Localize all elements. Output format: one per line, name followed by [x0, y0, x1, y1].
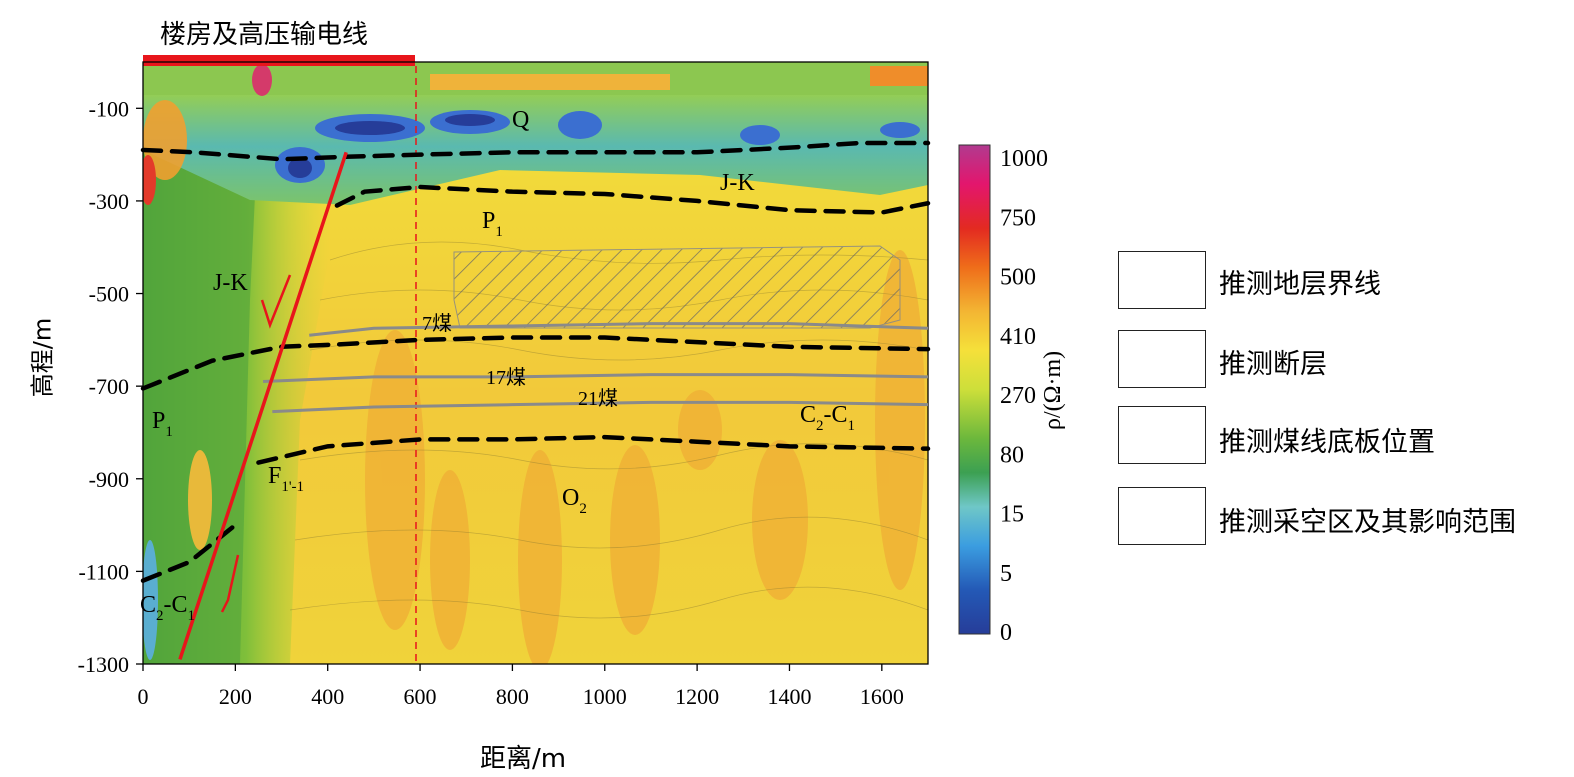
strata-boundary-3 — [256, 434, 931, 465]
colorbar-label: 270 — [1000, 383, 1036, 409]
legend-box-coal — [1118, 406, 1206, 464]
colorbar-label: 5 — [1000, 561, 1012, 587]
label-coal-21: 21煤 — [578, 387, 618, 410]
colorbar-labels: 1000 750 500 410 270 80 15 5 0 — [1000, 146, 1048, 646]
y-axis-label: 高程/m — [28, 317, 57, 398]
x-tick-label: 200 — [219, 684, 252, 709]
building-powerline-bar — [143, 55, 415, 66]
fault-arrow-top — [260, 274, 292, 329]
legend-label-boundary: 推测地层界线 — [1219, 269, 1381, 300]
coal-seam-0 — [309, 322, 929, 337]
x-tick-label: 600 — [404, 684, 437, 709]
strata-boundary-1 — [334, 184, 931, 215]
y-tick-label: -100 — [89, 96, 129, 121]
x-tick-label: 0 — [138, 684, 149, 709]
colorbar-label: 1000 — [1000, 146, 1048, 172]
coal-seam-lines — [262, 322, 929, 414]
x-tick-label: 800 — [496, 684, 529, 709]
fault-line — [178, 151, 348, 660]
legend-label-fault: 推测断层 — [1219, 349, 1327, 380]
legend-label-coal: 推测煤线底板位置 — [1219, 427, 1435, 458]
plot-frame — [142, 61, 929, 665]
fault-arrow-bottom — [220, 554, 240, 613]
x-tick-label: 1000 — [583, 684, 627, 709]
top-label: 楼房及高压输电线 — [160, 20, 369, 50]
y-axis: -100 -300 -500 -700 -900 -1100 -1300 — [78, 96, 143, 677]
coal-seam-1 — [262, 373, 929, 384]
y-tick-label: -500 — [89, 282, 129, 307]
y-tick-label: -700 — [89, 374, 129, 399]
x-tick-label: 1200 — [675, 684, 719, 709]
y-tick-label: -900 — [89, 467, 129, 492]
label-coal-17: 17煤 — [486, 366, 526, 389]
legend-label-goaf: 推测采空区及其影响范围 — [1219, 507, 1516, 538]
strata-boundary-0 — [140, 140, 931, 162]
fault — [178, 151, 348, 660]
label-q: Q — [512, 107, 529, 133]
legend-box-boundary — [1118, 251, 1206, 309]
y-tick-label: -300 — [89, 189, 129, 214]
x-axis: 0 200 400 600 800 1000 1200 1400 1600 — [138, 664, 904, 709]
colorbar-label: 410 — [1000, 324, 1036, 350]
goaf-zone — [453, 245, 901, 329]
colorbar-label: 500 — [1000, 265, 1036, 291]
colorbar-label: 80 — [1000, 442, 1024, 468]
colorbar-label: 0 — [1000, 620, 1012, 646]
resistivity-field — [143, 62, 928, 664]
y-tick-label: -1300 — [78, 652, 129, 677]
colorbar-label: 15 — [1000, 502, 1024, 528]
legend-box-fault — [1118, 330, 1206, 388]
x-tick-label: 400 — [311, 684, 344, 709]
colorbar — [958, 144, 991, 635]
label-jk-left: J-K — [213, 270, 248, 296]
x-axis-label: 距离/m — [480, 744, 567, 774]
colorbar-label: 750 — [1000, 205, 1036, 231]
x-tick-label: 1400 — [767, 684, 811, 709]
strata-boundary-2 — [140, 335, 931, 391]
label-coal-7: 7煤 — [422, 312, 452, 335]
x-tick-label: 1600 — [860, 684, 904, 709]
coal-seam-2 — [272, 400, 929, 414]
colorbar-title: ρ/(Ω·m) — [1040, 350, 1066, 430]
legend-box-goaf — [1118, 487, 1206, 545]
label-jk-right: J-K — [720, 170, 755, 196]
y-tick-label: -1100 — [78, 559, 129, 584]
